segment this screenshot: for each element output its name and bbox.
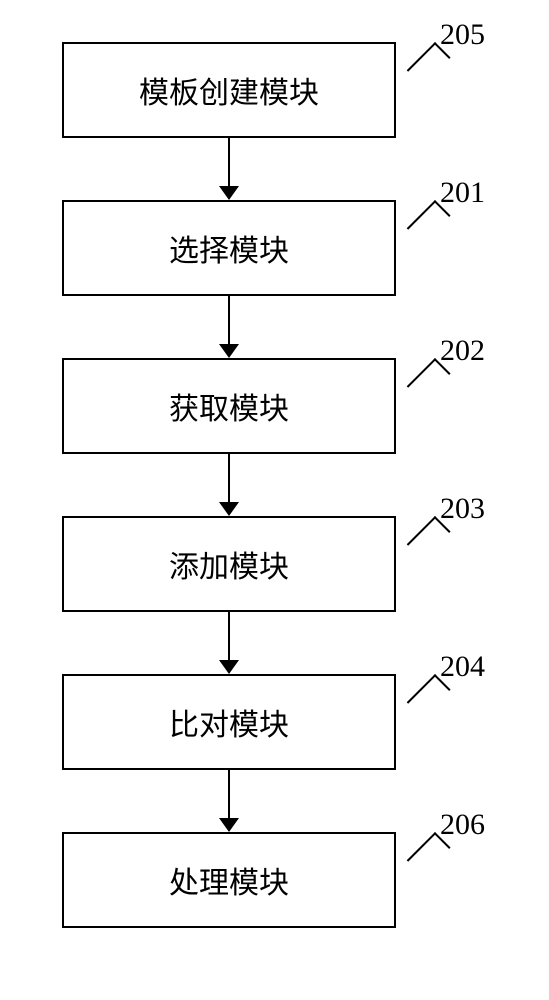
node-202-label: 获取模块 <box>169 384 289 428</box>
node-206-label: 处理模块 <box>169 858 289 902</box>
node-201: 选择模块 <box>62 200 396 296</box>
ref-204: 204 <box>440 650 485 684</box>
node-202: 获取模块 <box>62 358 396 454</box>
node-206: 处理模块 <box>62 832 396 928</box>
edge-204-206-head <box>219 818 239 832</box>
edge-202-203-line <box>228 454 230 504</box>
ref-206: 206 <box>440 808 485 842</box>
edge-204-206-line <box>228 770 230 820</box>
node-201-label: 选择模块 <box>169 226 289 270</box>
edge-202-203-head <box>219 502 239 516</box>
node-205: 模板创建模块 <box>62 42 396 138</box>
edge-203-204-head <box>219 660 239 674</box>
edge-205-201-line <box>228 138 230 188</box>
flowchart-canvas: 模板创建模块 选择模块 获取模块 添加模块 比对模块 处理模块 205 201 … <box>0 0 549 1000</box>
ref-205: 205 <box>440 18 485 52</box>
ref-202: 202 <box>440 334 485 368</box>
node-205-label: 模板创建模块 <box>139 68 319 112</box>
edge-203-204-line <box>228 612 230 662</box>
node-204: 比对模块 <box>62 674 396 770</box>
ref-201: 201 <box>440 176 485 210</box>
edge-205-201-head <box>219 186 239 200</box>
edge-201-202-line <box>228 296 230 346</box>
node-204-label: 比对模块 <box>169 700 289 744</box>
node-203-label: 添加模块 <box>169 542 289 586</box>
ref-203: 203 <box>440 492 485 526</box>
node-203: 添加模块 <box>62 516 396 612</box>
edge-201-202-head <box>219 344 239 358</box>
